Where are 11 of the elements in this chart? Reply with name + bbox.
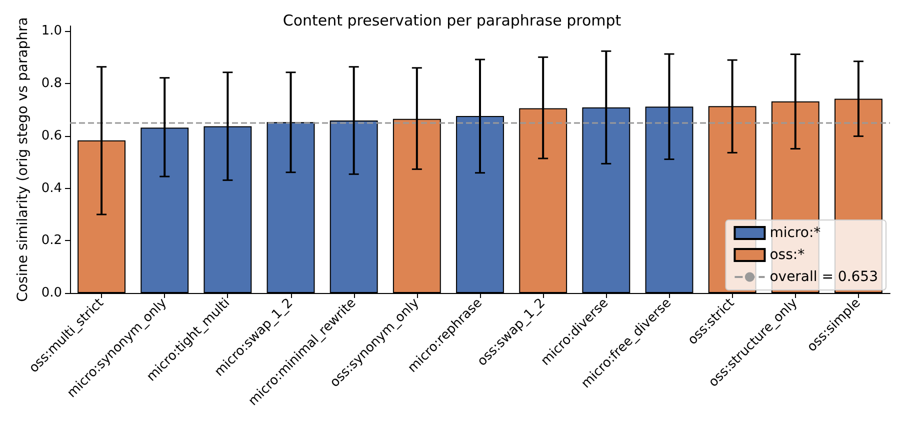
y-tick-label: 1.0 <box>41 24 62 39</box>
y-tick-label: 0.8 <box>41 76 62 92</box>
y-tick-label: 0.0 <box>41 286 62 300</box>
y-tick-label: 0.2 <box>41 233 62 248</box>
chart-title: Content preservation per paraphrase prompt <box>282 12 622 30</box>
y-axis-title: Cosine similarity (orig stego vs paraphra <box>15 17 31 302</box>
legend-label: micro:* <box>770 225 821 241</box>
legend-label: oss:* <box>770 247 805 263</box>
legend-label: overall = 0.653 <box>770 269 878 285</box>
y-tick-label: 0.4 <box>41 180 62 196</box>
y-tick-label: 0.6 <box>41 128 62 144</box>
